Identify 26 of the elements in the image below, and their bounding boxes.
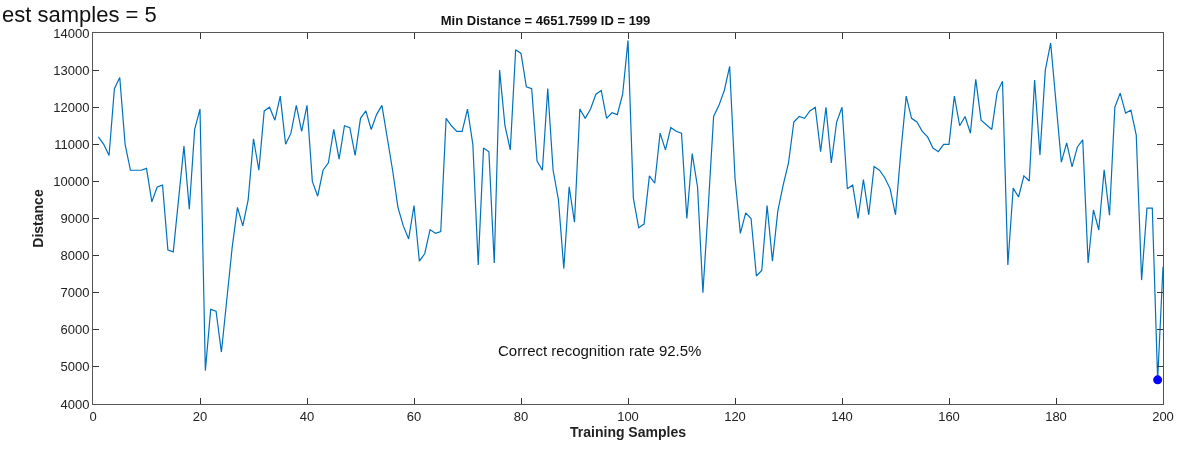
y-axis-title: Distance (29, 189, 46, 248)
y-tick-label: 12000 (53, 99, 90, 115)
chart-title: Min Distance = 4651.7599 ID = 199 (440, 13, 651, 29)
x-tick-label: 180 (1045, 408, 1067, 424)
x-tick-label: 120 (724, 408, 746, 424)
x-tick-label: 100 (617, 408, 639, 424)
text: est samples = 5 (2, 2, 157, 27)
x-axis-title: Training Samples (570, 423, 687, 440)
y-tick-label: 10000 (53, 173, 90, 189)
y-tick-label: 7000 (60, 285, 90, 301)
x-tick-label: 80 (513, 408, 529, 424)
x-tick-label: 200 (1152, 408, 1174, 424)
y-tick-label: 6000 (60, 322, 90, 338)
x-tick-label: 160 (938, 408, 960, 424)
y-tick-label: 8000 (60, 248, 90, 264)
y-tick-label: 5000 (60, 359, 90, 375)
x-tick-label: 20 (192, 408, 208, 424)
annotation: Correct recognition rate 92.5% (498, 342, 702, 359)
x-tick-label: 60 (406, 408, 422, 424)
y-tick-label: 4000 (60, 396, 90, 412)
x-tick-label: 0 (89, 408, 97, 424)
x-tick-label: 40 (299, 408, 315, 424)
y-tick-label: 9000 (60, 211, 90, 227)
y-tick-label: 11000 (54, 136, 90, 152)
x-tick-label: 140 (831, 408, 853, 424)
y-tick-label: 13000 (53, 62, 90, 78)
